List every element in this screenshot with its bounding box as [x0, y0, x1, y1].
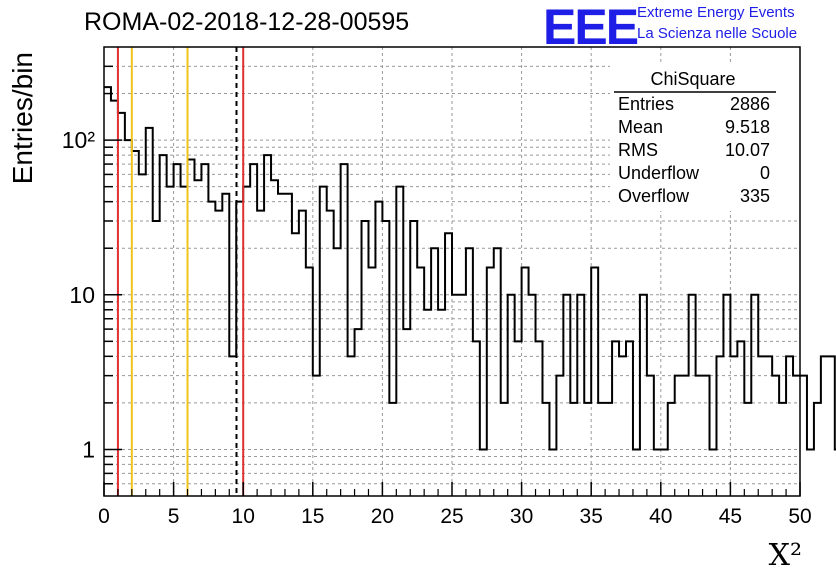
x-tick-label: 0	[98, 505, 110, 528]
y-axis-label: Entries/bin	[7, 52, 38, 184]
stats-title: ChiSquare	[650, 69, 735, 89]
reference-lines	[116, 47, 245, 496]
stats-row-value: 0	[760, 163, 770, 183]
stats-row-label: Entries	[618, 94, 674, 114]
x-tick-label: 30	[510, 505, 533, 528]
x-tick-label: 20	[371, 505, 394, 528]
stats-row-value: 9.518	[725, 117, 770, 137]
x-axis-label: X²	[769, 538, 802, 572]
x-tick-label: 10	[232, 505, 255, 528]
axis-ticks	[103, 65, 801, 496]
x-tick-label: 50	[788, 505, 811, 528]
stats-row-value: 335	[740, 186, 770, 206]
logo-line-1: Extreme Energy Events	[637, 4, 795, 21]
x-tick-label: 25	[440, 505, 463, 528]
stats-row-label: Mean	[618, 117, 663, 137]
y-tick-label: 10²	[62, 127, 96, 153]
stats-box-bg	[610, 64, 798, 211]
x-tick-label: 15	[301, 505, 324, 528]
tick-labels: 0 5 10 15 20 25 30 35 40 45 50 1 10 10²	[62, 127, 812, 528]
logo-line-2: La Scienza nelle Scuole	[637, 25, 798, 42]
grid-lines	[104, 47, 800, 496]
histogram	[104, 86, 836, 451]
y-tick-label: 1	[82, 436, 95, 462]
stats-row-label: Overflow	[618, 186, 690, 206]
x-tick-label: 40	[649, 505, 672, 528]
eee-logo-mark: EEE	[543, 0, 639, 55]
x-tick-label: 45	[719, 505, 742, 528]
y-tick-label: 10	[69, 282, 95, 308]
x-tick-label: 5	[168, 505, 180, 528]
stats-row-label: RMS	[618, 140, 658, 160]
stats-box: ChiSquare Entries 2886 Mean 9.518 RMS 10.07 Un…	[610, 64, 798, 211]
histogram-outline	[104, 86, 836, 451]
x-tick-label: 35	[580, 505, 603, 528]
stats-row-value: 10.07	[725, 140, 770, 160]
run-title: ROMA-02-2018-12-28-00595	[84, 8, 410, 36]
stats-row-label: Underflow	[618, 163, 700, 183]
stats-row-value: 2886	[730, 94, 770, 114]
